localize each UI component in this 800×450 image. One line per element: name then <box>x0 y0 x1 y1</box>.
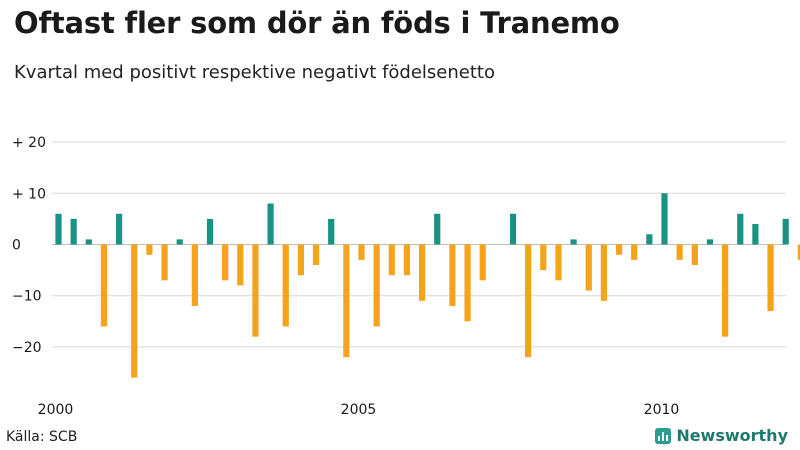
bar <box>676 244 683 260</box>
bar <box>206 218 214 245</box>
bar <box>767 244 774 312</box>
bar <box>585 244 592 291</box>
bar <box>70 218 77 245</box>
y-tick-label: 0 <box>12 238 21 254</box>
newsworthy-logo-icon <box>655 427 672 444</box>
bar <box>131 244 138 378</box>
y-tick-label: + 10 <box>12 186 46 202</box>
bar <box>706 239 714 245</box>
chart-subtitle: Kvartal med positivt respektive negativt… <box>14 62 495 83</box>
bar <box>419 244 426 301</box>
bar <box>509 213 517 245</box>
newsworthy-logo: Newsworthy <box>655 426 788 445</box>
y-tick-label: −10 <box>12 289 42 305</box>
bar <box>540 244 547 271</box>
bar <box>161 244 168 281</box>
bar <box>222 244 229 281</box>
bar <box>100 244 108 327</box>
bar <box>388 244 395 276</box>
bar <box>525 244 532 358</box>
bar <box>449 244 456 306</box>
bar <box>297 244 304 276</box>
bar <box>797 244 800 260</box>
bar <box>55 213 62 245</box>
bar <box>570 239 577 245</box>
bar <box>176 239 183 245</box>
bar <box>373 244 380 327</box>
bar <box>722 244 729 337</box>
bar <box>737 213 744 245</box>
bar <box>312 244 320 265</box>
bar <box>191 244 198 306</box>
bar <box>434 213 441 245</box>
y-tick-label: + 20 <box>12 135 46 151</box>
bar <box>403 244 411 276</box>
bar <box>555 244 562 281</box>
bar <box>146 244 153 255</box>
newsworthy-logo-text: Newsworthy <box>676 426 788 445</box>
bar <box>116 213 123 245</box>
bar <box>615 244 623 255</box>
bar <box>328 218 335 245</box>
bar <box>267 203 274 245</box>
bar <box>282 244 289 327</box>
bar <box>752 224 759 245</box>
bar <box>782 218 789 245</box>
bar <box>600 244 607 301</box>
bar <box>479 244 486 281</box>
bar <box>358 244 365 260</box>
bar <box>631 244 638 260</box>
bar <box>661 193 668 245</box>
bar <box>85 239 92 245</box>
bar <box>252 244 259 337</box>
x-tick-label: 2010 <box>644 402 680 418</box>
bar <box>464 244 471 322</box>
chart-title: Oftast fler som dör än föds i Tranemo <box>14 6 620 40</box>
bar <box>646 234 653 245</box>
bar <box>691 244 698 265</box>
x-tick-label: 2005 <box>341 402 377 418</box>
bar <box>237 244 244 286</box>
y-tick-label: −20 <box>12 340 42 356</box>
x-tick-label: 2000 <box>38 402 74 418</box>
source-label: Källa: SCB <box>6 429 78 445</box>
bar <box>343 244 350 358</box>
